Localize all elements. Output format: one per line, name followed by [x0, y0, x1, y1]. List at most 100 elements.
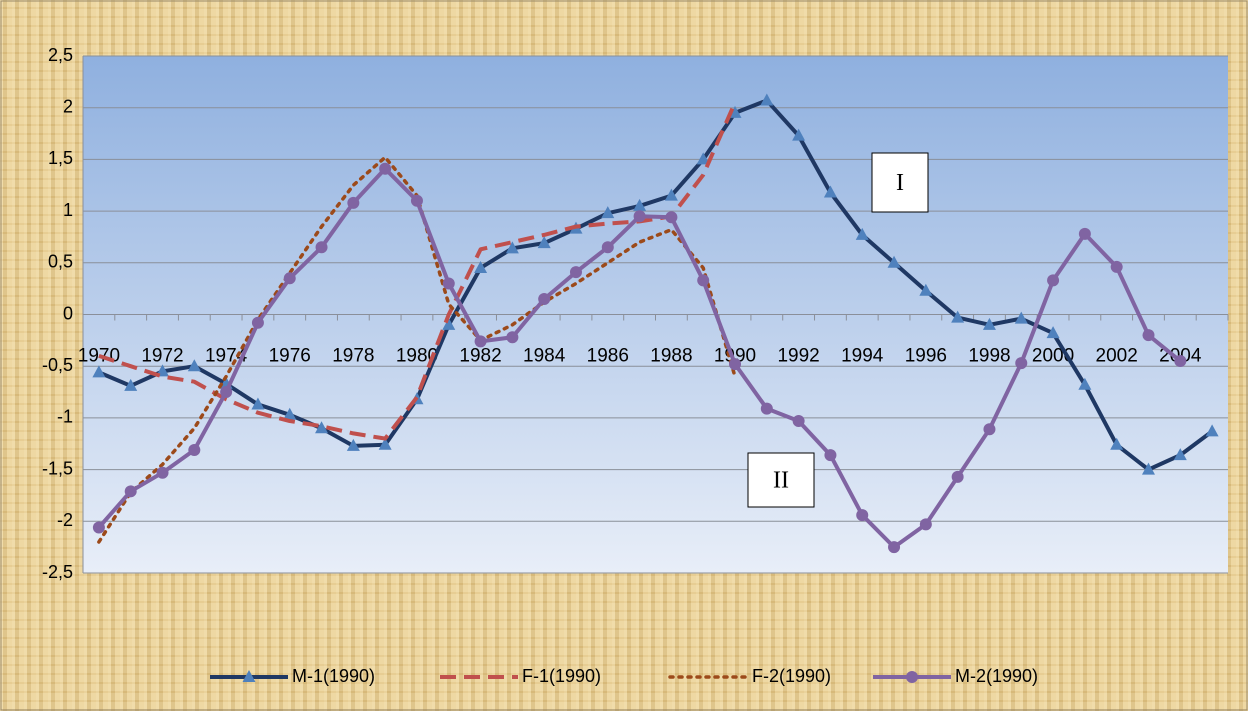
circle-marker	[1110, 260, 1123, 273]
y-tick-label: 0	[63, 303, 73, 323]
circle-marker	[697, 274, 710, 287]
x-tick-label: 1990	[714, 346, 756, 367]
x-tick-label: 1998	[968, 346, 1010, 367]
circle-marker	[824, 449, 837, 462]
y-tick-label: 0,5	[48, 252, 73, 272]
triangle-marker	[823, 185, 837, 198]
circle-marker	[1142, 329, 1155, 342]
circle-marker	[251, 316, 264, 329]
triangle-marker	[1014, 311, 1028, 324]
circle-marker	[665, 211, 678, 224]
triangle-marker	[887, 255, 901, 268]
circle-marker	[283, 272, 296, 285]
x-tick-label: 1984	[523, 346, 566, 367]
triangle-marker	[951, 310, 965, 323]
triangle-marker	[124, 378, 138, 391]
triangle-marker	[633, 198, 647, 211]
y-tick-label: 1,5	[48, 148, 73, 168]
triangle-marker	[315, 421, 329, 434]
circle-marker	[1015, 357, 1028, 370]
triangle-marker	[346, 438, 360, 451]
circle-marker	[1174, 355, 1187, 368]
circle-marker	[442, 277, 455, 290]
circle-marker	[156, 466, 169, 479]
circle-marker	[315, 241, 328, 254]
triangle-marker	[1205, 424, 1219, 437]
x-tick-label: 1978	[332, 346, 374, 367]
annotation-box	[871, 152, 929, 213]
circle-marker	[569, 266, 582, 279]
circle-marker	[347, 196, 360, 209]
annotation: II	[773, 468, 789, 494]
triangle-marker	[601, 206, 615, 219]
circle-marker	[92, 521, 105, 534]
triangle-marker	[1046, 326, 1060, 339]
triangle-marker	[283, 407, 297, 420]
x-tick-label: 1980	[396, 346, 438, 367]
triangle-marker	[1173, 448, 1187, 461]
series-line	[98, 101, 737, 441]
circle-marker	[888, 541, 901, 554]
y-tick-label: -2,5	[42, 562, 73, 582]
y-tick-label: -0,5	[42, 355, 73, 375]
x-tick-label: 1974	[205, 346, 248, 367]
circle-marker	[983, 423, 996, 436]
triangle-marker	[442, 317, 456, 330]
triangle-marker	[982, 317, 996, 330]
y-tick-label: -1,5	[42, 458, 73, 478]
triangle-marker	[1078, 377, 1092, 390]
circle-marker	[410, 194, 423, 207]
series-line	[98, 98, 1214, 472]
triangle-marker	[505, 241, 519, 254]
circle-marker	[792, 415, 805, 428]
y-tick-label: -2	[57, 510, 73, 530]
triangle-marker	[855, 227, 869, 240]
triangle-marker	[664, 188, 678, 201]
x-tick-label: 2002	[1096, 346, 1138, 367]
triangle-marker	[1110, 437, 1124, 450]
circle-marker	[379, 162, 392, 175]
legend-label: F-2(1990)	[752, 666, 831, 686]
triangle-marker	[92, 365, 106, 378]
triangle-marker	[919, 283, 933, 296]
circle-marker	[474, 335, 487, 348]
annotation-box	[747, 452, 815, 508]
legend-label: F-1(1990)	[522, 666, 601, 686]
circle-marker	[601, 241, 614, 254]
triangle-marker	[474, 260, 488, 273]
x-tick-label: 1988	[650, 346, 692, 367]
y-tick-label: -1	[57, 407, 73, 427]
circle-marker	[506, 331, 519, 344]
circle-marker	[1047, 274, 1060, 287]
circle-marker	[124, 485, 137, 498]
triangle-marker	[156, 364, 170, 377]
circle-marker	[951, 470, 964, 483]
x-tick-label: 1982	[459, 346, 501, 367]
legend-label: M-1(1990)	[292, 666, 375, 686]
circle-marker	[919, 518, 932, 531]
x-tick-label: 1996	[905, 346, 947, 367]
x-tick-label: 1986	[587, 346, 629, 367]
circle-marker	[856, 509, 869, 522]
legend-marker	[242, 670, 256, 682]
triangle-marker	[1141, 462, 1155, 475]
triangle-marker	[760, 93, 774, 106]
x-tick-label: 1976	[269, 346, 311, 367]
triangle-marker	[537, 236, 551, 249]
circle-marker	[760, 402, 773, 415]
legend-label: M-2(1990)	[955, 666, 1038, 686]
circle-marker	[1078, 227, 1091, 240]
circle-marker	[220, 386, 233, 399]
triangle-marker	[696, 152, 710, 165]
triangle-marker	[251, 397, 265, 410]
y-tick-label: 1	[63, 200, 73, 220]
circle-marker	[633, 210, 646, 223]
y-tick-label: 2	[63, 96, 73, 116]
x-tick-label: 1994	[841, 346, 884, 367]
triangle-marker	[378, 437, 392, 450]
x-tick-label: 1992	[777, 346, 819, 367]
annotation: I	[896, 170, 904, 196]
triangle-marker	[792, 128, 806, 141]
